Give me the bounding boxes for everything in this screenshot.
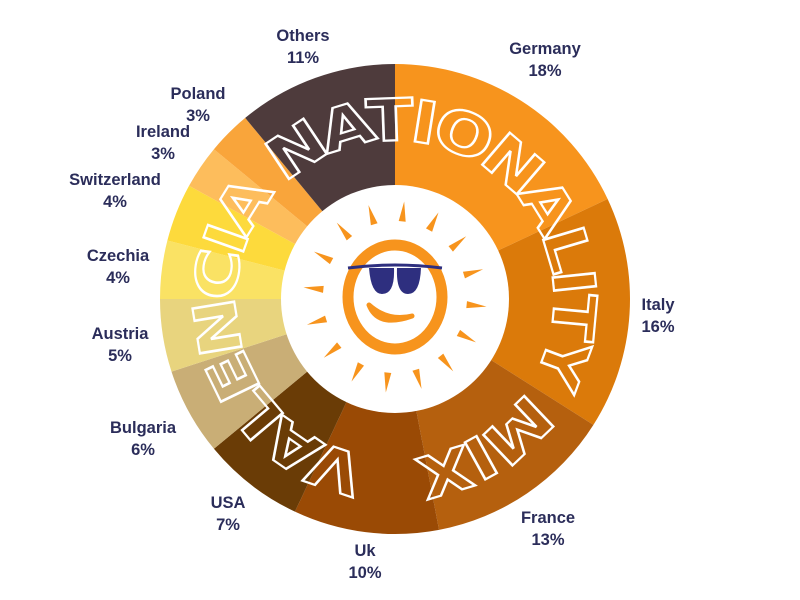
slice-label-ireland: Ireland 3% <box>136 121 190 165</box>
slice-name: Uk <box>354 542 376 560</box>
sun-ray <box>384 372 392 393</box>
slice-czechia <box>160 240 289 299</box>
sun-ray <box>336 222 353 241</box>
glasses-lens-right <box>396 268 421 294</box>
slice-value: 3% <box>186 107 210 125</box>
slice-france <box>415 357 594 530</box>
slice-value: 7% <box>216 516 240 534</box>
slice-label-bulgaria: Bulgaria 6% <box>110 417 176 461</box>
slice-value: 4% <box>103 193 127 211</box>
slice-value: 4% <box>106 269 130 287</box>
slice-value: 5% <box>108 347 132 365</box>
slice-value: 10% <box>348 564 382 582</box>
slice-switzerland <box>167 185 299 272</box>
slice-austria <box>160 299 291 372</box>
sun-ray <box>437 353 454 372</box>
glasses-lens-left <box>369 268 395 294</box>
slice-label-uk: Uk 10% <box>348 540 381 584</box>
sun-ray <box>448 236 467 252</box>
slice-value: 16% <box>641 318 675 336</box>
slice-label-germany: Germany 18% <box>509 38 581 82</box>
slice-label-poland: Poland 3% <box>170 83 225 127</box>
slice-label-others: Others 11% <box>276 25 329 69</box>
slice-uk <box>294 398 440 534</box>
slice-label-austria: Austria 5% <box>92 323 149 367</box>
slice-name: Others <box>276 27 330 45</box>
sun-face <box>342 239 448 355</box>
sun-ray <box>466 301 487 309</box>
slice-name: Ireland <box>135 123 191 141</box>
glasses-bridge <box>347 263 443 270</box>
sun-ray <box>303 285 324 293</box>
slice-name: Poland <box>170 85 226 103</box>
sun-ray <box>313 251 334 265</box>
slice-name: Czechia <box>86 247 150 265</box>
slice-label-switzerland: Switzerland 4% <box>69 169 161 213</box>
slice-value: 11% <box>286 49 320 67</box>
slice-name: Austria <box>91 325 149 343</box>
sun-ray <box>462 269 484 279</box>
slice-italy <box>487 198 630 425</box>
slice-value: 13% <box>531 531 565 549</box>
slice-name: Switzerland <box>69 171 161 189</box>
sun-ray <box>368 205 378 226</box>
sun-ray <box>351 362 365 382</box>
sun-ray <box>412 368 422 389</box>
slice-label-usa: USA 7% <box>211 492 246 536</box>
sun-ray <box>456 329 477 343</box>
slice-poland <box>213 117 325 229</box>
slice-name: USA <box>210 494 246 512</box>
slice-name: Germany <box>509 40 581 58</box>
slice-name: Bulgaria <box>109 419 177 437</box>
slice-name: France <box>520 509 576 527</box>
slice-value: 6% <box>131 441 155 459</box>
slice-usa <box>213 369 349 512</box>
smile <box>366 302 415 323</box>
slice-label-france: France 13% <box>521 507 575 551</box>
sun-ray <box>306 315 328 325</box>
slice-label-italy: Italy 16% <box>641 294 674 338</box>
slice-ireland <box>189 149 311 247</box>
slice-value: 18% <box>528 62 562 80</box>
sun-ray <box>323 342 342 358</box>
sun-with-sunglasses-icon <box>303 201 487 393</box>
slice-value: 3% <box>151 145 175 163</box>
center-hole <box>281 185 509 413</box>
slice-others <box>245 64 395 215</box>
slice-bulgaria <box>171 332 311 449</box>
sun-ray <box>425 212 439 232</box>
slice-label-czechia: Czechia 4% <box>87 245 149 289</box>
slice-name: Italy <box>641 296 675 314</box>
slice-germany <box>395 64 608 253</box>
sun-ray <box>398 201 406 222</box>
